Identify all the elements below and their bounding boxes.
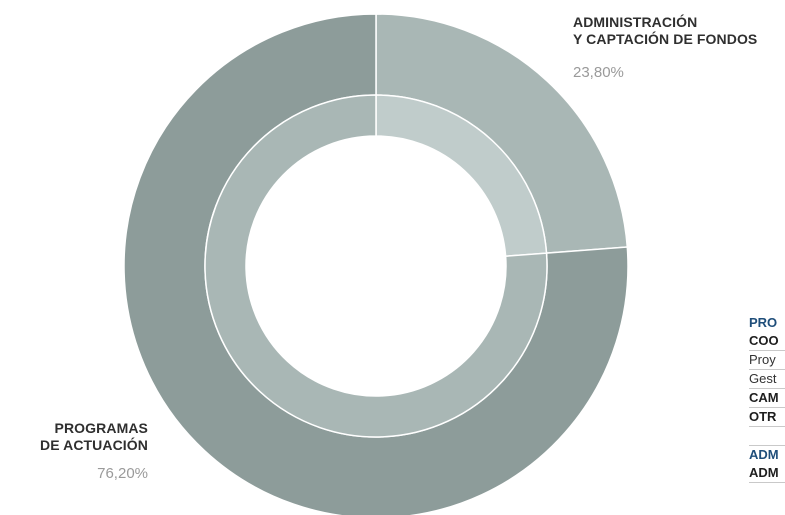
table-row-2: Proy xyxy=(749,351,785,370)
budget-breakdown-table: PRO COO Proy Gest CAM OTR ADM ADM xyxy=(749,314,785,483)
table-row-8: ADM xyxy=(749,464,785,483)
table-row-7: ADM xyxy=(749,447,779,462)
slice-label-admin-line2: Y CAPTACIÓN DE FONDOS xyxy=(573,31,758,47)
table-row-3: Gest xyxy=(749,370,785,389)
table-row-4: CAM xyxy=(749,389,785,408)
donut-hole xyxy=(246,136,506,396)
slice-value-admin: 23,80% xyxy=(573,64,624,81)
table-row-6 xyxy=(749,427,785,446)
table-row-0: PRO xyxy=(749,315,778,330)
slice-label-admin-line1: ADMINISTRACIÓN xyxy=(573,14,698,30)
table-row-5: OTR xyxy=(749,408,785,427)
table-row-1: COO xyxy=(749,332,785,351)
slice-label-programas-line1: PROGRAMAS xyxy=(54,420,148,436)
slice-label-programas-line2: DE ACTUACIÓN xyxy=(39,437,148,453)
slice-value-programas: 76,20% xyxy=(97,465,148,482)
